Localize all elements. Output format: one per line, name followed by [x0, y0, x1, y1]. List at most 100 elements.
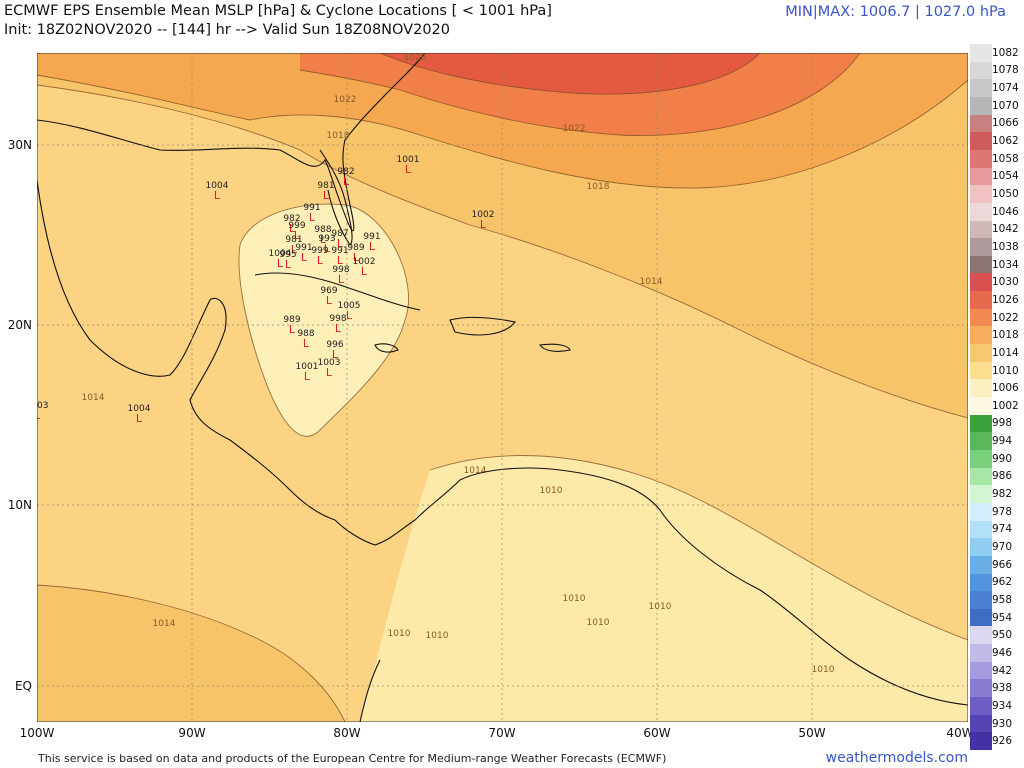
cyclone-pressure-label: 1003 [37, 401, 48, 411]
colorbar-swatch [970, 644, 992, 663]
colorbar-label: 982 [992, 488, 1013, 501]
colorbar-swatch [970, 79, 992, 98]
colorbar-label: 1014 [992, 346, 1019, 359]
map-subtitle: Init: 18Z02NOV2020 -- [144] hr --> Valid… [4, 22, 451, 38]
low-symbol-icon: L [343, 175, 350, 188]
low-symbol-icon: L [323, 189, 330, 202]
cyclone-pressure-label: 989 [347, 243, 364, 253]
isobar-label: 1014 [153, 619, 176, 629]
isobar-label: 1014 [640, 277, 663, 287]
colorbar-swatch [970, 608, 992, 627]
colorbar-label: 1050 [992, 188, 1019, 201]
colorbar-swatch [970, 220, 992, 239]
low-symbol-icon: L [289, 222, 296, 235]
isobar-label: 1010 [563, 594, 586, 604]
colorbar-swatch [970, 432, 992, 451]
site-link[interactable]: weathermodels.com [825, 750, 968, 766]
colorbar-label: 986 [992, 470, 1013, 483]
isobar-label: 1010 [426, 631, 449, 641]
coast-sa-west [359, 659, 381, 722]
colorbar-label: 1074 [992, 82, 1019, 95]
colorbar-swatch [970, 255, 992, 274]
colorbar-swatch [970, 414, 992, 433]
low-symbol-icon: L [335, 322, 342, 335]
colorbar-label: 1042 [992, 223, 1019, 236]
cyclone-pressure-label: 991 [363, 232, 380, 242]
colorbar-swatch [970, 132, 992, 151]
colorbar-label: 1038 [992, 240, 1019, 253]
low-symbol-icon: L [320, 233, 327, 246]
coast-central-america [334, 479, 461, 546]
colorbar-label: 1018 [992, 329, 1019, 342]
colorbar-swatch [970, 661, 992, 680]
colorbar-swatch [970, 308, 992, 327]
low-symbol-icon: L [353, 251, 360, 264]
colorbar-swatch [970, 61, 992, 80]
colorbar-label: 930 [992, 717, 1013, 730]
pressure-map[interactable]: 1026 1022 1022 1018 1018 1014 1014 1014 1014 1010… [37, 53, 968, 722]
low-symbol-icon: L [309, 211, 316, 224]
cyclone-pressure-label: 999 [288, 221, 305, 231]
colorbar-label: 950 [992, 629, 1013, 642]
low-symbol-icon: L [346, 309, 353, 322]
low-symbol-icon: L [304, 370, 311, 383]
cyclone-pressure-label: 1004 [128, 404, 151, 414]
pressure-colorbar [970, 44, 992, 751]
colorbar-label: 978 [992, 505, 1013, 518]
colorbar-label: 1030 [992, 276, 1019, 289]
cyclone-pressure-label: 991 [303, 203, 320, 213]
low-symbol-icon: L [289, 323, 296, 336]
colorbar-label: 954 [992, 611, 1013, 624]
isobar-label: 1022 [563, 124, 586, 134]
colorbar-label: 990 [992, 452, 1013, 465]
colorbar-swatch [970, 379, 992, 398]
map-title: ECMWF EPS Ensemble Mean MSLP [hPa] & Cyc… [4, 3, 552, 19]
colorbar-swatch [970, 96, 992, 116]
cyclone-pressure-label: 998 [329, 314, 346, 324]
colorbar-label: 1058 [992, 152, 1019, 165]
colorbar-swatch [970, 202, 992, 221]
colorbar-swatch [970, 397, 992, 416]
footer-credit: This service is based on data and produc… [38, 752, 667, 765]
colorbar-swatch [970, 485, 992, 504]
colorbar-label: 934 [992, 699, 1013, 712]
colorbar-label: 962 [992, 576, 1013, 589]
cyclone-pressure-label: 1002 [472, 210, 495, 220]
cyclone-pressure-label: 981 [285, 235, 302, 245]
y-tick-label: 20N [7, 318, 32, 332]
low-symbol-icon: L [303, 337, 310, 350]
low-symbol-icon: L [37, 409, 41, 422]
colorbar-label: 926 [992, 735, 1013, 748]
colorbar-label: 942 [992, 664, 1013, 677]
y-tick-label: 30N [7, 138, 32, 152]
colorbar-label: 974 [992, 523, 1013, 536]
low-symbol-icon: L [337, 254, 344, 267]
colorbar-swatch [970, 238, 992, 257]
colorbar-label: 1082 [992, 46, 1019, 59]
band-1010-sa [360, 455, 968, 722]
x-tick-label: 90W [178, 726, 206, 740]
cyclone-pressure-label: 989 [283, 315, 300, 325]
cyclone-pressure-label: 991 [331, 246, 348, 256]
low-symbol-icon: L [285, 258, 292, 271]
isobar-label: 1010 [540, 486, 563, 496]
colorbar-swatch [970, 449, 992, 469]
colorbar-swatch [970, 555, 992, 574]
colorbar-label: 1026 [992, 293, 1019, 306]
